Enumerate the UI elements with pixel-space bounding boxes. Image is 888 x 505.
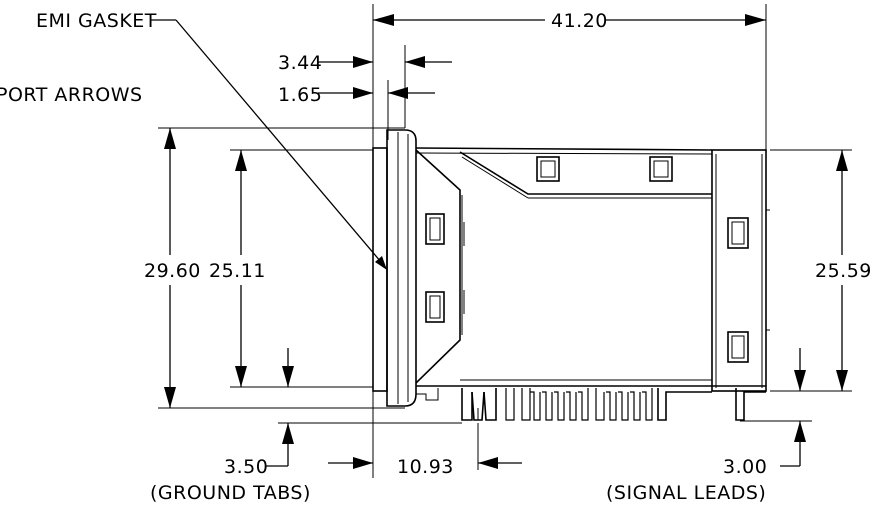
body-height-dim: 25.11 xyxy=(209,260,266,282)
overall-length-dim: 41.20 xyxy=(551,10,608,32)
ground-tab-length-dim: 3.50 xyxy=(224,456,268,478)
emi-gasket-label: EMI GASKET xyxy=(36,10,157,32)
signal-lead-dimension xyxy=(740,348,812,467)
ground-tabs-label: (GROUND TABS) xyxy=(150,482,311,504)
overall-height-dim: 29.60 xyxy=(144,260,201,282)
connector-outline xyxy=(372,129,770,407)
gasket-offset-outer-dim: 3.44 xyxy=(278,52,322,74)
right-height-dimension xyxy=(770,149,852,392)
emi-gasket-leader xyxy=(150,19,387,270)
signal-lead-length-dim: 3.00 xyxy=(723,456,767,478)
left-height-dimensions xyxy=(158,127,405,409)
tab-to-lead-dimension xyxy=(328,423,522,470)
right-height-dim: 25.59 xyxy=(815,260,872,282)
support-arrows-label: PORT ARROWS xyxy=(0,84,143,106)
tab-to-lead-dim: 10.93 xyxy=(397,456,454,478)
signal-leads-label: (SIGNAL LEADS) xyxy=(606,482,766,504)
ground-tabs-and-signal-leads xyxy=(416,388,766,421)
ground-tab-dimension xyxy=(266,348,462,467)
gasket-offset-dimensions xyxy=(318,45,452,140)
gasket-offset-inner-dim: 1.65 xyxy=(278,84,322,106)
